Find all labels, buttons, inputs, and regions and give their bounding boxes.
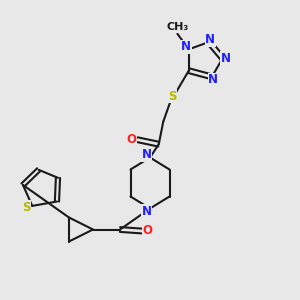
Text: S: S [22, 201, 31, 214]
Text: N: N [182, 40, 191, 53]
Text: N: N [208, 74, 218, 86]
Text: CH₃: CH₃ [166, 22, 188, 32]
Text: O: O [142, 224, 153, 238]
Text: O: O [127, 133, 137, 146]
Text: N: N [141, 148, 152, 161]
Text: N: N [141, 205, 152, 218]
Text: N: N [205, 33, 215, 46]
Text: S: S [168, 90, 176, 103]
Text: N: N [221, 52, 231, 65]
